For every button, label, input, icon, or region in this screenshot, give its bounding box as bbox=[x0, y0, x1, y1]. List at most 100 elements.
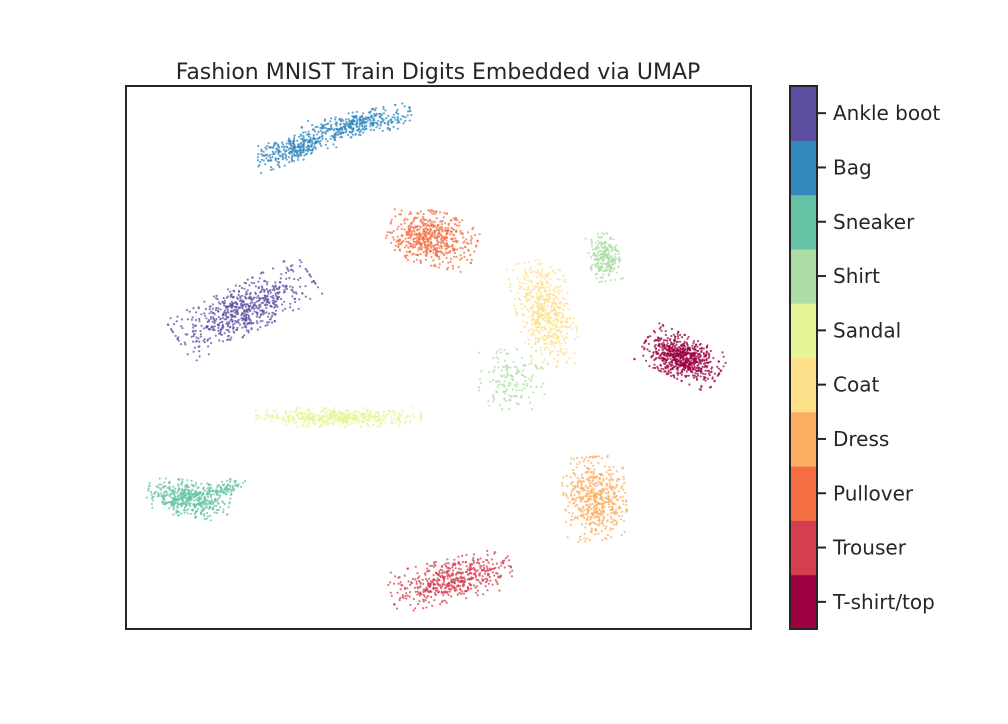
scatter-point bbox=[606, 247, 609, 250]
scatter-point bbox=[607, 257, 611, 261]
scatter-point bbox=[429, 238, 432, 241]
scatter-point bbox=[271, 156, 274, 159]
scatter-point bbox=[421, 578, 424, 581]
scatter-point bbox=[678, 340, 682, 343]
scatter-point bbox=[664, 339, 667, 342]
scatter-point bbox=[429, 228, 432, 231]
scatter-point bbox=[531, 328, 534, 331]
scatter-point bbox=[515, 313, 518, 316]
scatter-point bbox=[529, 333, 533, 336]
scatter-point bbox=[393, 249, 396, 252]
scatter-point bbox=[451, 566, 454, 569]
scatter-point bbox=[582, 460, 585, 463]
scatter-point bbox=[596, 484, 599, 487]
scatter-point bbox=[700, 384, 703, 387]
scatter-point bbox=[449, 245, 452, 248]
scatter-point bbox=[584, 540, 587, 543]
scatter-point bbox=[578, 493, 581, 496]
scatter-point bbox=[454, 237, 457, 240]
scatter-point bbox=[332, 129, 336, 132]
scatter-point bbox=[447, 574, 451, 577]
scatter-point bbox=[262, 418, 266, 421]
scatter-point bbox=[691, 344, 694, 347]
scatter-point bbox=[451, 243, 454, 246]
scatter-point bbox=[472, 573, 475, 576]
scatter-point bbox=[439, 568, 442, 571]
scatter-point bbox=[429, 584, 432, 587]
scatter-point bbox=[690, 352, 693, 355]
scatter-point bbox=[432, 586, 435, 590]
scatter-point bbox=[556, 337, 560, 340]
scatter-point bbox=[452, 240, 455, 243]
scatter-point bbox=[563, 304, 566, 307]
scatter-point bbox=[525, 288, 528, 291]
scatter-point bbox=[450, 257, 453, 260]
scatter-point bbox=[545, 290, 548, 293]
scatter-point bbox=[194, 318, 198, 322]
scatter-point bbox=[168, 487, 171, 490]
scatter-point bbox=[206, 515, 209, 518]
scatter-point bbox=[695, 351, 698, 354]
scatter-point bbox=[466, 568, 469, 571]
scatter-point bbox=[495, 581, 498, 584]
scatter-point bbox=[177, 484, 180, 487]
scatter-point bbox=[440, 247, 443, 250]
scatter-point bbox=[521, 282, 524, 285]
scatter-point bbox=[415, 225, 418, 228]
scatter-point bbox=[202, 503, 205, 506]
scatter-point bbox=[452, 578, 455, 581]
scatter-point bbox=[446, 252, 449, 255]
scatter-point bbox=[570, 493, 573, 496]
scatter-point bbox=[569, 476, 572, 479]
scatter-point bbox=[425, 249, 428, 252]
scatter-point bbox=[399, 118, 402, 121]
scatter-point bbox=[524, 282, 527, 285]
scatter-point bbox=[705, 361, 709, 364]
scatter-point bbox=[456, 248, 459, 251]
scatter-point bbox=[421, 220, 424, 223]
scatter-point bbox=[355, 125, 358, 128]
scatter-point bbox=[528, 377, 531, 380]
scatter-point bbox=[290, 414, 293, 417]
scatter-point bbox=[691, 347, 694, 350]
scatter-point bbox=[414, 607, 417, 610]
scatter-point bbox=[497, 357, 500, 360]
scatter-point bbox=[586, 513, 589, 516]
scatter-point bbox=[417, 247, 420, 250]
scatter-point bbox=[461, 571, 465, 574]
scatter-point bbox=[497, 366, 500, 369]
scatter-point bbox=[158, 477, 161, 480]
scatter-point bbox=[574, 474, 577, 477]
scatter-point bbox=[358, 415, 362, 418]
scatter-point bbox=[586, 466, 589, 469]
scatter-point bbox=[278, 146, 281, 149]
scatter-point bbox=[588, 497, 591, 500]
scatter-point bbox=[708, 353, 711, 356]
scatter-point bbox=[327, 122, 330, 125]
scatter-point bbox=[571, 321, 575, 324]
scatter-point bbox=[502, 561, 505, 564]
scatter-point bbox=[510, 575, 513, 578]
scatter-point bbox=[438, 258, 441, 261]
scatter-point bbox=[438, 579, 441, 582]
scatter-point bbox=[347, 118, 350, 121]
scatter-point bbox=[365, 408, 368, 411]
scatter-point bbox=[557, 326, 560, 329]
scatter-point bbox=[520, 394, 523, 397]
scatter-point bbox=[451, 249, 455, 252]
scatter-point bbox=[219, 308, 222, 311]
scatter-point bbox=[531, 356, 534, 359]
scatter-point bbox=[587, 503, 591, 506]
scatter-point bbox=[706, 369, 709, 372]
scatter-point bbox=[520, 307, 523, 310]
scatter-point bbox=[435, 254, 439, 257]
scatter-point bbox=[446, 570, 449, 574]
scatter-point bbox=[300, 425, 303, 428]
scatter-point bbox=[544, 334, 547, 337]
scatter-point bbox=[527, 316, 530, 319]
scatter-point bbox=[578, 491, 581, 494]
scatter-point bbox=[625, 509, 629, 512]
scatter-point bbox=[439, 603, 442, 606]
scatter-point bbox=[531, 303, 535, 306]
scatter-point bbox=[270, 166, 273, 169]
